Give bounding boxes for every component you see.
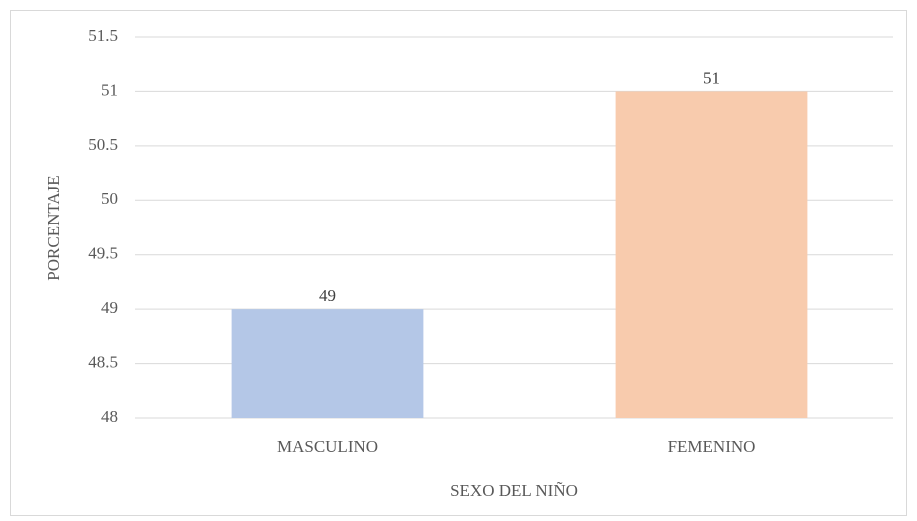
y-axis-title: PORCENTAJE: [44, 175, 63, 280]
y-tick-label: 51.5: [88, 26, 118, 45]
y-tick-label: 51: [101, 80, 118, 99]
bar: [615, 91, 808, 418]
y-tick-label: 48: [101, 407, 118, 426]
data-label: 51: [703, 68, 720, 87]
y-tick-label: 48.5: [88, 352, 118, 371]
x-axis-title: SEXO DEL NIÑO: [450, 481, 578, 500]
y-tick-label: 50.5: [88, 135, 118, 154]
x-tick-label: MASCULINO: [277, 437, 378, 456]
bar: [231, 309, 424, 418]
y-tick-label: 49.5: [88, 244, 118, 263]
y-tick-label: 49: [101, 298, 118, 317]
x-tick-label: FEMENINO: [668, 437, 756, 456]
data-label: 49: [319, 286, 336, 305]
y-tick-label: 50: [101, 189, 118, 208]
